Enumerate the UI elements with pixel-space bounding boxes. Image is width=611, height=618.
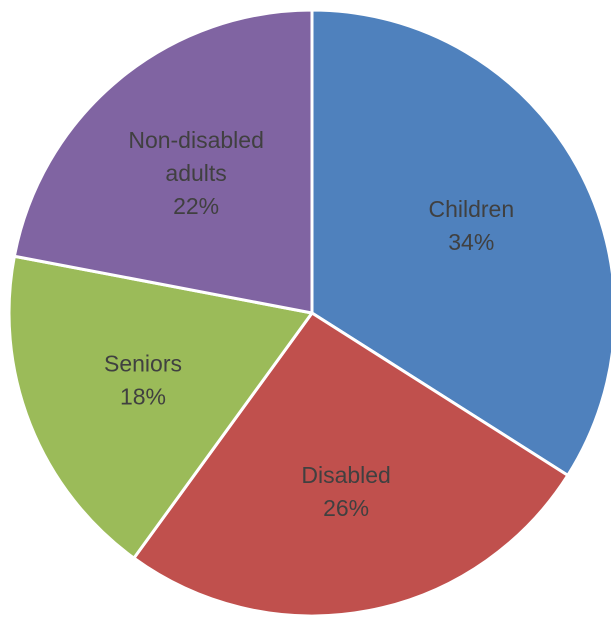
slice-percent-non-disabled-adults: 22% xyxy=(173,193,219,219)
slice-percent-seniors: 18% xyxy=(120,383,166,409)
slice-category-seniors: Seniors xyxy=(104,350,182,376)
slice-category-non-disabled-adults: Non-disabled xyxy=(128,127,264,153)
pie-slices xyxy=(7,8,611,618)
slice-category-non-disabled-adults: adults xyxy=(165,160,226,186)
slice-label-children: Children 34% xyxy=(428,196,514,255)
slice-percent-children: 34% xyxy=(448,229,494,255)
pie-slice-seniors xyxy=(7,254,314,560)
slice-label-non-disabled-adults: Non-disabled adults 22% xyxy=(128,127,264,219)
pie-labels: Children 34% Disabled 26% Seniors 18% Non-disa… xyxy=(104,127,514,521)
slice-category-disabled: Disabled xyxy=(301,462,391,488)
slice-label-disabled: Disabled 26% xyxy=(301,462,391,521)
slice-percent-disabled: 26% xyxy=(323,495,369,521)
pie-slice-non-disabled-adults xyxy=(12,8,314,315)
pie-slice-disabled xyxy=(132,311,570,618)
slice-label-seniors: Seniors 18% xyxy=(104,350,182,409)
slice-category-children: Children xyxy=(428,196,514,222)
